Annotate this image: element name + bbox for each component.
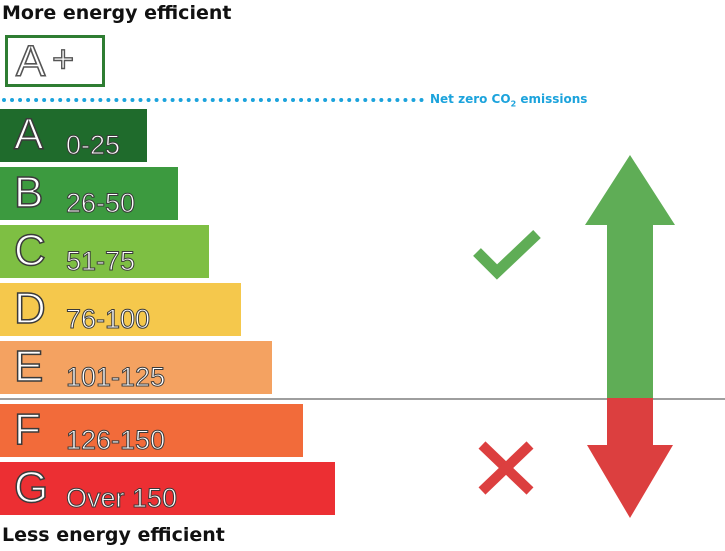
less-efficient-heading: Less energy efficient: [2, 524, 225, 546]
a-plus-rating-box: A +: [5, 35, 105, 87]
band-letter: F: [13, 405, 41, 455]
check-icon: [473, 230, 541, 280]
band-c: C 51-75: [0, 225, 209, 278]
band-range: 26-50: [65, 188, 136, 218]
band-range: 51-75: [65, 246, 136, 276]
band-letter: E: [13, 342, 44, 392]
band-d: D 76-100: [0, 283, 241, 336]
band-range: 101-125: [65, 362, 166, 392]
band-g: G Over 150: [0, 462, 335, 515]
band-range: 76-100: [65, 304, 151, 334]
band-letter: B: [13, 168, 44, 218]
band-letter: A: [13, 110, 44, 160]
band-letter: D: [13, 284, 46, 334]
more-efficient-heading: More energy efficient: [2, 2, 232, 24]
threshold-divider: [0, 398, 725, 400]
up-arrow-green: [585, 155, 675, 398]
net-zero-dotted-line: [2, 98, 424, 102]
a-plus-symbol: +: [51, 39, 75, 81]
cross-icon-stroke-b: [478, 441, 534, 495]
double-arrow-icon: [585, 155, 675, 518]
band-range: 0-25: [65, 130, 121, 160]
cross-icon: [478, 441, 534, 495]
check-icon-stroke: [473, 230, 541, 280]
band-letter: G: [13, 463, 49, 513]
band-range: 126-150: [65, 425, 166, 455]
band-f: F 126-150: [0, 404, 303, 457]
a-plus-letter: A: [15, 37, 46, 86]
band-b: B 26-50: [0, 167, 178, 220]
band-letter: C: [13, 226, 46, 276]
net-zero-label: Net zero CO2 emissions: [430, 92, 588, 109]
band-e: E 101-125: [0, 341, 272, 394]
down-arrow-red: [587, 398, 673, 518]
band-a: A 0-25: [0, 109, 147, 162]
band-range: Over 150: [65, 483, 178, 513]
